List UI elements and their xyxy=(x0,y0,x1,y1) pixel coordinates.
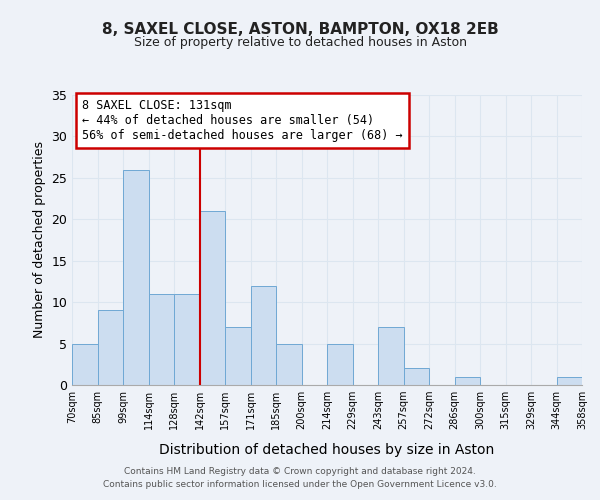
Bar xyxy=(404,368,429,385)
Bar xyxy=(455,376,480,385)
Text: 8, SAXEL CLOSE, ASTON, BAMPTON, OX18 2EB: 8, SAXEL CLOSE, ASTON, BAMPTON, OX18 2EB xyxy=(101,22,499,38)
Bar xyxy=(97,310,123,385)
Text: Size of property relative to detached houses in Aston: Size of property relative to detached ho… xyxy=(133,36,467,49)
Bar xyxy=(378,327,404,385)
Bar xyxy=(276,344,302,385)
Bar xyxy=(225,327,251,385)
Text: Contains public sector information licensed under the Open Government Licence v3: Contains public sector information licen… xyxy=(103,480,497,489)
Bar xyxy=(72,344,97,385)
Bar xyxy=(149,294,174,385)
Text: 8 SAXEL CLOSE: 131sqm
← 44% of detached houses are smaller (54)
56% of semi-deta: 8 SAXEL CLOSE: 131sqm ← 44% of detached … xyxy=(82,100,403,142)
X-axis label: Distribution of detached houses by size in Aston: Distribution of detached houses by size … xyxy=(160,443,494,457)
Y-axis label: Number of detached properties: Number of detached properties xyxy=(33,142,46,338)
Bar xyxy=(557,376,582,385)
Bar xyxy=(327,344,353,385)
Bar xyxy=(123,170,149,385)
Text: Contains HM Land Registry data © Crown copyright and database right 2024.: Contains HM Land Registry data © Crown c… xyxy=(124,467,476,476)
Bar xyxy=(174,294,199,385)
Bar xyxy=(199,211,225,385)
Bar xyxy=(251,286,276,385)
